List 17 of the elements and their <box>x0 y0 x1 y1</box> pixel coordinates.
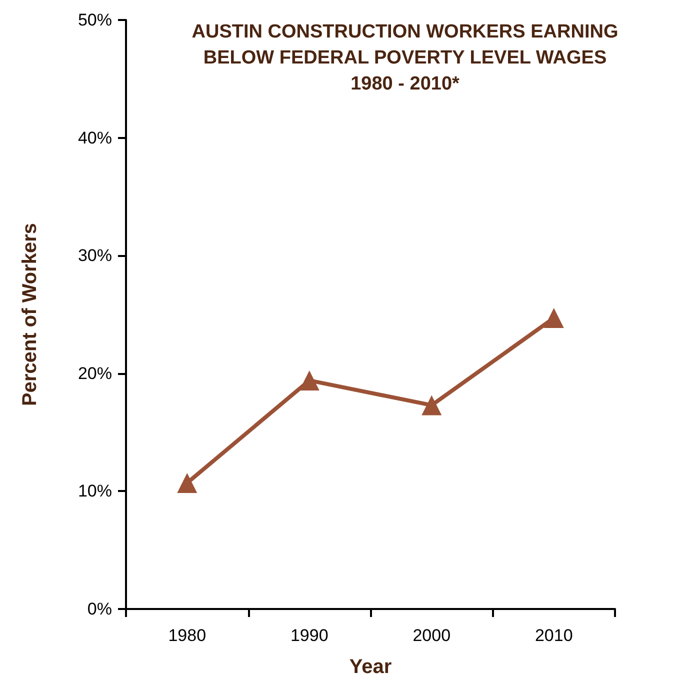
y-tick-label: 20% <box>78 364 112 383</box>
point <box>422 395 442 416</box>
x-tick-label: 2000 <box>412 626 451 645</box>
point <box>177 472 198 493</box>
y-axis-title: Percent of Workers <box>19 222 41 406</box>
y-tick-label: 0% <box>87 600 112 618</box>
point <box>544 308 564 328</box>
point <box>299 370 320 390</box>
text: AUSTIN CONSTRUCTION WORKERS EARNING BELOW FEDERAL POVERTY LEVEL WAGES 1980 - 2010* <box>192 22 618 94</box>
x-axis-title: Year <box>349 656 392 678</box>
x-tick-label: 1990 <box>290 626 328 645</box>
y-tick-label: 10% <box>78 482 112 501</box>
x-tick-label: 2010 <box>534 626 573 645</box>
y-tick-label: 30% <box>78 246 112 266</box>
x-tick-label: 1980 <box>168 626 206 645</box>
y-tick-label: 40% <box>78 128 112 148</box>
y-tick-label: 50% <box>78 10 112 30</box>
